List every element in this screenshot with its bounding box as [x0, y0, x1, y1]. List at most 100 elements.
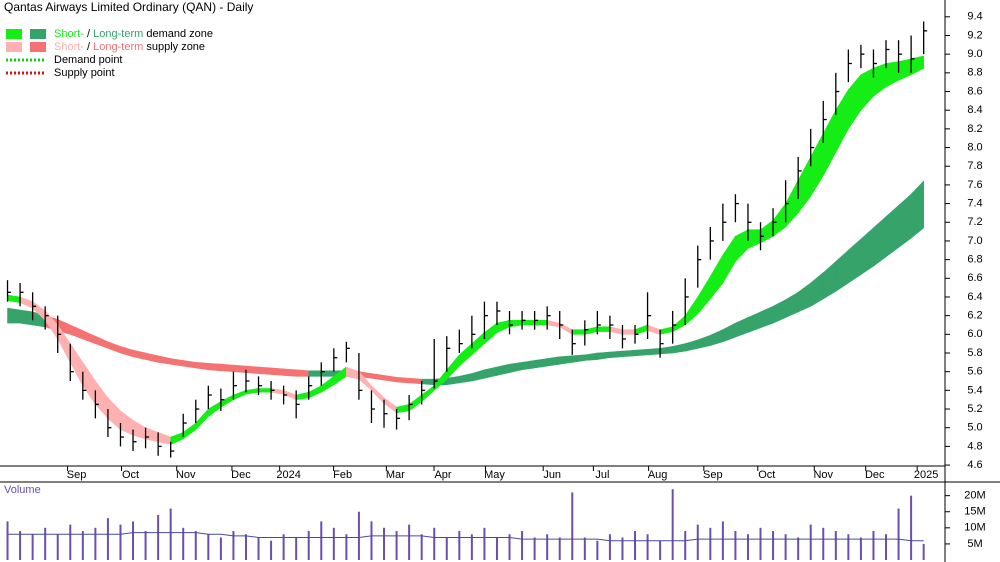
y-tick-label: 9.4 — [967, 11, 982, 23]
volume-bar — [31, 534, 34, 560]
short-term-zone — [258, 388, 272, 393]
volume-bar — [558, 537, 561, 560]
y-tick-label: 5.6 — [967, 366, 982, 378]
y-tick-label: 7.8 — [967, 160, 982, 172]
long-term-zone — [270, 367, 284, 376]
volume-bar — [797, 537, 800, 560]
short-term-zone — [622, 329, 636, 335]
long-term-zone — [220, 363, 234, 373]
volume-bar — [470, 534, 473, 560]
volume-bar — [106, 518, 109, 560]
long-term-zone — [295, 369, 310, 377]
legend-swatch-long — [30, 29, 46, 39]
legend-swatch-short — [6, 42, 22, 52]
x-tick-label: Apr — [434, 469, 451, 481]
volume-bar — [533, 537, 536, 560]
volume-bar — [772, 531, 775, 560]
y-tick-label: 9.2 — [967, 29, 982, 41]
volume-bar — [6, 521, 9, 560]
long-term-zone — [609, 350, 623, 358]
volume-bar — [433, 527, 436, 560]
y-tick-label: 5.0 — [967, 422, 982, 434]
volume-bar — [583, 537, 586, 560]
long-term-zone — [408, 377, 422, 385]
long-term-zone — [19, 309, 33, 326]
y-tick-label: 4.8 — [967, 440, 982, 452]
x-tick-label: Nov — [813, 469, 833, 481]
legend-rest: supply zone — [143, 41, 205, 53]
y-tick-label: 8.4 — [967, 104, 982, 116]
volume-bar — [182, 527, 185, 560]
x-tick-label: Feb — [333, 469, 352, 481]
volume-label: Volume — [4, 484, 41, 496]
volume-bar — [721, 521, 724, 560]
volume-bar — [659, 540, 662, 560]
volume-bar — [646, 534, 649, 560]
long-term-zone — [233, 364, 247, 373]
x-tick-label: Dec — [865, 469, 885, 481]
volume-bar — [696, 524, 699, 560]
long-term-zone — [534, 358, 548, 369]
volume-bar — [822, 527, 825, 560]
y-tick-label: 8.0 — [967, 141, 982, 153]
long-term-zone — [396, 376, 410, 384]
volume-bar — [546, 534, 549, 560]
x-tick-label: Oct — [122, 469, 139, 481]
volume-tick-label: 5M — [967, 538, 982, 550]
volume-bar — [483, 527, 486, 560]
long-term-zone — [622, 349, 636, 358]
legend: Qantas Airways Limited Ordinary (QAN) - … — [4, 0, 253, 79]
legend-label: Short- / Long-term demand zone — [54, 28, 213, 40]
volume-bar — [508, 534, 511, 560]
long-term-zone — [7, 307, 21, 324]
legend-sep: / — [84, 28, 93, 40]
x-tick-label: 2025 — [914, 469, 938, 481]
volume-bar — [270, 540, 273, 560]
long-term-zone — [634, 348, 648, 357]
long-term-zone — [245, 365, 259, 374]
short-term-zone — [521, 320, 535, 326]
short-term-zone — [571, 329, 586, 335]
axes: 4.6 4.8 5.0 5.2 5.4 5.6 5.8 6.0 6.2 6.4 6.6 6.8 7.0 7… — [67, 11, 983, 481]
y-tick-label: 7.0 — [967, 235, 982, 247]
y-tick-label: 6.0 — [967, 328, 982, 340]
x-tick-label: Dec — [231, 469, 251, 481]
y-tick-label: 9.0 — [967, 48, 982, 60]
legend-short: Short- — [54, 41, 84, 53]
long-term-zone — [521, 360, 535, 371]
y-tick-label: 7.6 — [967, 179, 982, 191]
volume-bar — [119, 524, 122, 560]
volume-bar — [634, 531, 637, 560]
volume-bar — [847, 534, 850, 560]
volume-bar — [357, 511, 360, 560]
legend-point-label: Supply point — [54, 67, 115, 79]
price-bars — [6, 21, 928, 458]
legend-point-label: Demand point — [54, 54, 123, 66]
y-tick-label: 6.8 — [967, 254, 982, 266]
volume-bar — [219, 537, 222, 560]
x-tick-label: May — [484, 469, 505, 481]
volume-bar — [834, 531, 837, 560]
volume-bar — [746, 534, 749, 560]
legend-swatch-long — [30, 42, 46, 52]
volume-tick-label: 20M — [964, 490, 985, 502]
volume-bar — [608, 534, 611, 560]
long-term-zone — [308, 370, 322, 377]
volume-panel: Volume 5M 10M 15M 20M — [4, 484, 986, 560]
volume-bar — [232, 531, 235, 560]
volume-bar — [709, 527, 712, 560]
legend-sep: / — [84, 41, 93, 53]
long-term-zone — [546, 356, 561, 367]
volume-bar — [885, 534, 888, 560]
volume-bar — [69, 524, 72, 560]
volume-bar — [910, 495, 913, 560]
volume-bar — [144, 531, 147, 560]
volume-bar — [897, 508, 900, 560]
volume-bar — [169, 508, 172, 560]
volume-bar — [56, 534, 59, 560]
x-tick-label: Sep — [67, 469, 87, 481]
volume-tick-label: 10M — [964, 522, 985, 534]
short-term-zone — [534, 320, 548, 326]
legend-rest: demand zone — [143, 28, 213, 40]
